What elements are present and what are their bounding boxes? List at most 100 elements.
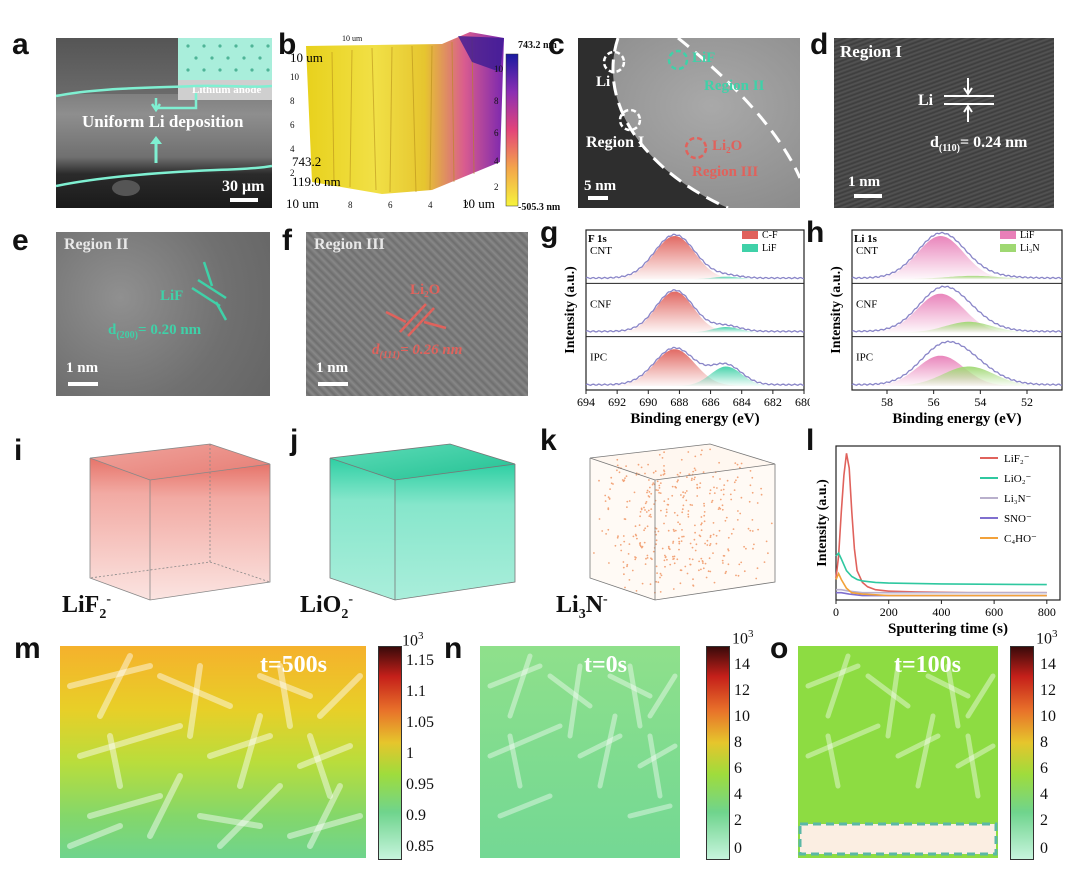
sims-dot (652, 482, 655, 484)
sims-dot (617, 535, 619, 538)
panel-a-letter: a (12, 28, 29, 61)
sims-dot (722, 554, 725, 557)
sims-dot (639, 542, 642, 544)
sims-dot (625, 475, 628, 478)
sims-dot (678, 542, 681, 545)
svg-text:10 um: 10 um (286, 196, 319, 211)
sims-dot (607, 528, 610, 531)
sims-dot (692, 470, 695, 473)
sims-dot (623, 540, 626, 543)
panel-i-letter: i (14, 434, 23, 467)
scale-bar-a: 30 μm (222, 178, 265, 195)
sims-dot (643, 529, 645, 532)
x-tick-label: 800 (1038, 605, 1056, 619)
fiber-network-n (487, 653, 678, 819)
sims-dot (707, 570, 710, 573)
colorbar-tick: 12 (734, 682, 750, 699)
legend-swatch (1000, 244, 1016, 252)
sims-dot (655, 539, 658, 542)
colorbar-tick: 10 (1040, 708, 1056, 725)
sims-dot (724, 572, 727, 575)
sims-dot (737, 574, 740, 577)
sims-dot (609, 488, 611, 490)
peak-fill-C-F (586, 236, 804, 280)
sims-dot (734, 462, 737, 464)
sims-dot (698, 560, 700, 563)
colorbar-m (378, 646, 402, 860)
sims-dot (645, 511, 648, 513)
sims-dot (687, 451, 690, 453)
sims-dot (719, 478, 721, 480)
sims-dot (710, 501, 713, 503)
legend-label: LiF (762, 243, 777, 254)
peak-fill-C-F (586, 291, 804, 333)
colorbar-tick: 0.9 (406, 807, 426, 824)
sims-dot (665, 511, 668, 514)
sims-dot (712, 522, 715, 524)
sims-dot (725, 516, 728, 519)
sims-dot (733, 489, 736, 491)
sims-dot (727, 536, 730, 539)
sims-dot (684, 565, 687, 568)
li-label-d: Li (918, 92, 934, 109)
sims-dot (665, 515, 667, 517)
sims-dot (765, 540, 768, 543)
sims-dot (622, 561, 625, 563)
sims-dot (646, 557, 649, 559)
sims-dot (650, 508, 653, 510)
sims-dot (713, 486, 715, 489)
afm-max: 743.2 nm (518, 40, 557, 51)
depth-line-LiO₂⁻ (835, 551, 1047, 586)
colorbar-tick: 2 (734, 812, 742, 829)
sims-dot (702, 567, 705, 570)
sims-dot (700, 568, 702, 571)
sims-dot (659, 482, 662, 484)
panel-j-letter: j (290, 424, 299, 457)
hrtem-image-f: Region III Li₂O d(111)= 0.26 nm 1 nm (306, 232, 528, 396)
spectrum-line-IPC (851, 340, 1062, 387)
sims-dot (675, 486, 677, 489)
sims-dot (607, 507, 610, 510)
sims-dot (701, 449, 703, 452)
depth-line-LiF₂⁻ (835, 453, 1047, 594)
sims-dot (749, 484, 752, 487)
x-axis-label: Sputtering time (s) (888, 621, 1008, 637)
sims-dot (623, 479, 626, 482)
sims-dot (678, 540, 681, 543)
panel-c-letter: c (548, 28, 565, 61)
sims-dot (608, 562, 610, 564)
sims-dot (661, 547, 664, 550)
tof-depth-profile-chart: LiF₂⁻ LiO₂⁻ Li₃N⁻ SNO⁻ C₄HO⁻ 0 200 400 600 800 Spu… (815, 445, 1061, 637)
sims-dot (743, 570, 746, 573)
sims-dot (680, 494, 682, 496)
sims-dot (646, 491, 648, 494)
panel-n-letter: n (444, 632, 463, 665)
sims-dot (760, 493, 763, 496)
sims-dot (698, 569, 700, 572)
sims-dot (721, 559, 724, 562)
scale-bar-c: 5 nm (584, 178, 617, 194)
sims-dot (702, 471, 705, 473)
sims-dot (664, 554, 666, 557)
sims-dot (634, 556, 636, 558)
d-spacing-e: d(200)= 0.20 nm (108, 322, 202, 341)
sims-dot (716, 487, 718, 489)
sims-dot (681, 529, 683, 531)
sims-dot (688, 558, 691, 560)
sims-dot (712, 552, 714, 554)
sims-dot (703, 502, 705, 505)
sims-dot (664, 565, 666, 568)
sims-dot (721, 508, 724, 511)
afm-y-tick: 10 (290, 72, 299, 82)
colorbar-tick: 1.05 (406, 714, 434, 731)
afm-y-tick: 8 (290, 96, 295, 106)
sims-dot (644, 502, 647, 505)
sims-dot (653, 503, 655, 505)
sims-dot (694, 455, 697, 458)
sims-dot (648, 479, 650, 481)
colorbar-tick: 1.1 (406, 683, 426, 700)
sims-dot (749, 470, 752, 472)
sims-dot (656, 480, 659, 483)
sims-dot (694, 476, 696, 479)
sims-dot (683, 495, 685, 497)
